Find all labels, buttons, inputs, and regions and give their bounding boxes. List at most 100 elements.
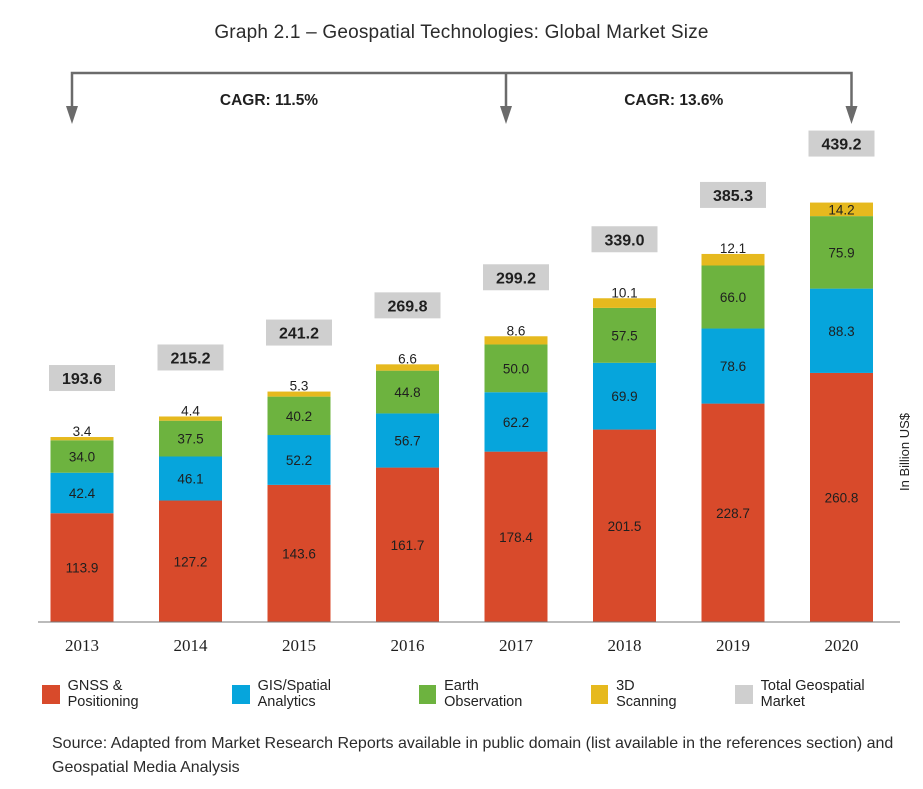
value-label-earth-observation-2013: 34.0 [69,449,95,464]
bar-3d-scanning-2018 [593,298,656,308]
value-label-gis-spatial-analytics-2015: 52.2 [286,453,312,468]
total-box-2015 [266,319,332,346]
value-label-gis-spatial-analytics-2018: 69.9 [611,389,637,404]
value-label-earth-observation-2017: 50.0 [503,361,529,376]
legend-label-total-geospatial-market: Total Geospatial Market [760,678,865,710]
total-box-2019 [700,181,766,208]
y-axis-label: In Billion US$ [897,412,912,491]
value-label-3d-scanning-2013: 3.4 [73,424,92,439]
value-label-gnss-positioning-2015: 143.6 [282,546,316,561]
bar-earth-observation-2013 [50,440,114,473]
cagr-label-2: CAGR: 13.6% [624,92,723,109]
value-label-3d-scanning-2014: 4.4 [181,403,200,418]
cagr-arrowhead-1 [66,106,78,124]
bar-earth-observation-2016 [376,370,439,414]
legend-item-total-geospatial-market: Total Geospatial Market [734,678,902,710]
cagr-arrowhead-3 [845,106,858,124]
total-box-2017 [483,264,549,291]
cagr-bracket [70,71,853,110]
value-label-earth-observation-2016: 44.8 [394,385,420,400]
stacked-bar-chart: 113.9 42.4 34.0 3.4 127.2 46.1 37.5 4.4 143.6 52.… [38,71,912,655]
legend-item-3d-scanning: 3D Scanning [590,678,693,710]
legend-label-gnss-positioning: GNSS & Positioning [67,678,139,710]
bar-gis-spatial-analytics-2018 [593,362,656,430]
bar-earth-observation-2019 [701,265,765,329]
bar-3d-scanning-2015 [267,391,331,397]
total-box-2013 [49,365,115,392]
total-label-2019: 385.3 [713,188,753,205]
legend-label-3d-scanning: 3D Scanning [616,678,677,710]
bar-gnss-positioning-2013 [50,513,114,622]
value-label-gis-spatial-analytics-2014: 46.1 [177,472,203,487]
bar-earth-observation-2014 [159,420,222,457]
x-tick-label-2018: 2018 [608,636,642,655]
x-tick-label-2016: 2016 [391,636,425,655]
bar-3d-scanning-2017 [484,336,548,345]
bar-gnss-positioning-2015 [267,484,331,622]
bar-gnss-positioning-2019 [701,403,765,622]
value-label-3d-scanning-2019: 12.1 [720,241,746,256]
bar-gis-spatial-analytics-2020 [810,288,873,373]
value-label-earth-observation-2014: 37.5 [177,432,203,447]
total-box-2016 [374,292,441,319]
source-note: Source: Adapted from Market Research Rep… [52,735,894,776]
total-box-2018 [591,226,658,253]
bar-gnss-positioning-2017 [484,451,548,622]
total-label-2015: 241.2 [279,326,319,343]
bar-gis-spatial-analytics-2017 [484,392,548,452]
legend-label-gis-spatial-analytics: GIS/Spatial Analytics [257,678,331,710]
bar-gnss-positioning-2020 [810,372,873,622]
bar-3d-scanning-2013 [50,437,114,441]
value-label-earth-observation-2015: 40.2 [286,409,312,424]
value-label-gnss-positioning-2020: 260.8 [825,490,859,505]
legend-swatch-earth-observation [418,684,437,704]
bar-gnss-positioning-2014 [159,500,222,622]
cagr-label-1: CAGR: 11.5% [220,92,318,109]
value-label-gnss-positioning-2018: 201.5 [608,519,642,534]
cagr-arrowhead-2 [500,106,512,124]
chart-title: Graph 2.1 – Geospatial Technologies: Glo… [214,22,709,43]
total-box-2014 [157,344,224,371]
bar-3d-scanning-2014 [159,416,222,421]
x-tick-label-2013: 2013 [65,636,99,655]
bar-gnss-positioning-2018 [593,429,656,622]
value-label-earth-observation-2019: 66.0 [720,290,746,305]
bar-gis-spatial-analytics-2013 [50,472,114,514]
total-label-2014: 215.2 [170,350,210,367]
bar-earth-observation-2017 [484,344,548,393]
total-label-2016: 269.8 [387,298,427,315]
bars-layer [50,202,873,622]
value-label-gnss-positioning-2016: 161.7 [391,538,425,553]
value-label-gnss-positioning-2017: 178.4 [499,530,533,545]
bar-gis-spatial-analytics-2019 [701,328,765,404]
legend-item-earth-observation: Earth Observation [418,678,553,710]
value-label-earth-observation-2020: 75.9 [828,245,854,260]
bar-gis-spatial-analytics-2014 [159,456,222,501]
value-label-earth-observation-2018: 57.5 [611,328,637,343]
value-label-gnss-positioning-2013: 113.9 [66,561,99,576]
legend-label-earth-observation: Earth Observation [444,678,523,710]
legend-item-gis-spatial-analytics: GIS/Spatial Analytics [232,678,383,710]
value-label-3d-scanning-2020: 14.2 [828,202,854,217]
value-label-gis-spatial-analytics-2020: 88.3 [828,324,854,339]
x-tick-label-2019: 2019 [716,636,750,655]
total-label-2013: 193.6 [62,371,102,388]
cagr-brackets-layer: CAGR: 11.5% CAGR: 13.6% [66,71,858,124]
legend-swatch-total-geospatial-market [734,684,753,704]
value-label-3d-scanning-2018: 10.1 [611,285,637,300]
legend-swatch-3d-scanning [590,684,609,704]
bar-earth-observation-2015 [267,396,331,436]
value-label-gis-spatial-analytics-2017: 62.2 [503,415,529,430]
value-label-3d-scanning-2015: 5.3 [290,379,309,394]
value-label-3d-scanning-2016: 6.6 [398,351,417,366]
x-axis-tick-labels: 2013 2014 2015 2016 2017 2018 2019 2020 [65,636,859,655]
value-label-gnss-positioning-2014: 127.2 [174,554,208,569]
bar-gis-spatial-analytics-2016 [376,413,439,468]
total-label-2020: 439.2 [821,137,861,154]
legend-item-gnss-positioning: GNSS & Positioning [42,678,188,710]
total-labels-layer: 193.6 215.2 241.2 269.8 299.2 339.0 385.3 439.2 [49,130,875,392]
value-label-gis-spatial-analytics-2013: 42.4 [69,486,96,501]
value-label-gis-spatial-analytics-2016: 56.7 [394,434,420,449]
value-label-gis-spatial-analytics-2019: 78.6 [720,359,746,374]
bar-earth-observation-2020 [810,216,873,289]
